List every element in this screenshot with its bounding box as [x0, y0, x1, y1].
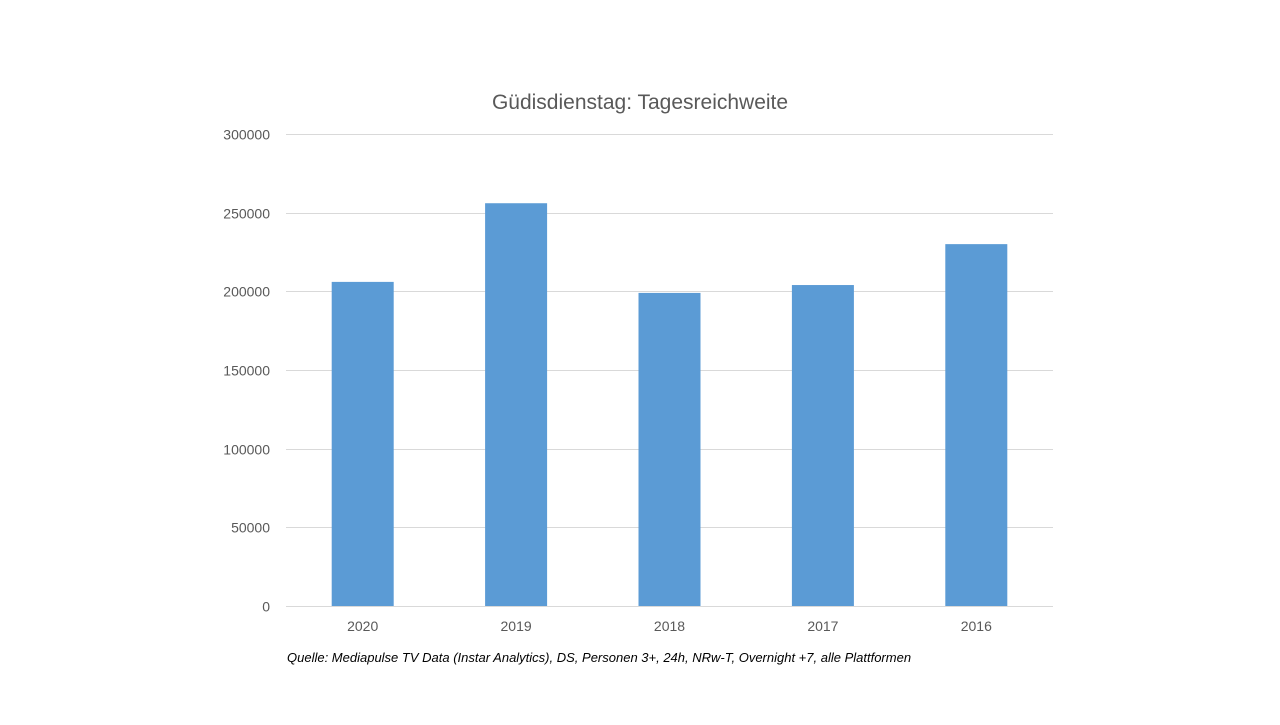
y-tick-label: 200000 — [223, 284, 270, 300]
bar-2017 — [791, 285, 854, 606]
x-tick-label: 2016 — [961, 618, 992, 634]
y-tick-label: 150000 — [223, 363, 270, 379]
y-tick-label: 50000 — [231, 520, 270, 536]
y-tick-label: 0 — [262, 599, 270, 615]
bar-2020 — [331, 281, 394, 606]
chart-title: Güdisdienstag: Tagesreichweite — [492, 91, 788, 114]
bar-2018 — [638, 292, 701, 606]
x-tick-label: 2017 — [807, 618, 838, 634]
y-axis-ticks: 0 50000 100000 150000 200000 250000 300000 — [223, 127, 270, 615]
source-note: Quelle: Mediapulse TV Data (Instar Analy… — [287, 650, 912, 665]
y-tick-label: 300000 — [223, 127, 270, 143]
x-axis-ticks: 2020 2019 2018 2017 2016 — [347, 618, 992, 634]
x-tick-label: 2019 — [501, 618, 532, 634]
y-tick-label: 100000 — [223, 442, 270, 458]
bar-2016 — [945, 244, 1008, 606]
x-tick-label: 2020 — [347, 618, 378, 634]
bars — [331, 203, 1008, 606]
y-tick-label: 250000 — [223, 206, 270, 222]
bar-2019 — [485, 203, 548, 606]
x-tick-label: 2018 — [654, 618, 685, 634]
